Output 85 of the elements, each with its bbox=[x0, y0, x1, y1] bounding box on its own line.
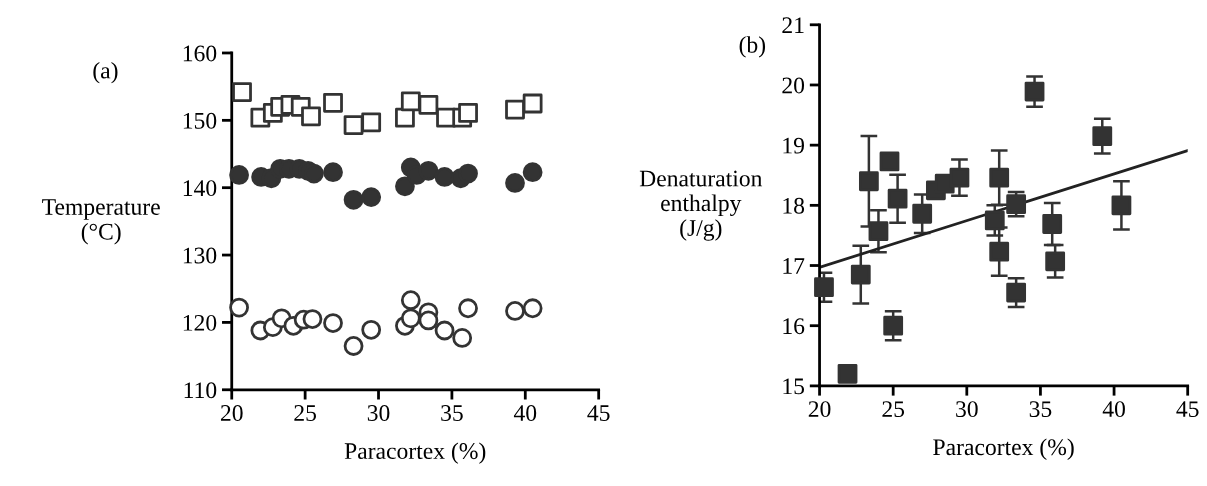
point bbox=[395, 107, 415, 128]
x-tick-label: 45 bbox=[1176, 401, 1199, 418]
x-axis-title: Paracortex (%) bbox=[933, 438, 1074, 460]
point bbox=[418, 160, 439, 181]
point bbox=[434, 320, 455, 341]
point bbox=[850, 264, 871, 285]
y-tick-label: 15 bbox=[783, 378, 805, 395]
x-tick-label: 35 bbox=[1029, 401, 1052, 418]
point bbox=[887, 188, 908, 209]
point bbox=[361, 319, 382, 340]
point bbox=[452, 328, 473, 348]
x-tick-label: 20 bbox=[808, 401, 831, 418]
point bbox=[361, 187, 382, 208]
point bbox=[301, 106, 321, 127]
y-axis-title: Temperature (°C) bbox=[42, 199, 160, 245]
x-tick-label: 45 bbox=[587, 405, 610, 421]
point bbox=[343, 336, 364, 356]
y-axis-title: Denaturation enthalpy (J/g) bbox=[639, 170, 763, 241]
point bbox=[418, 94, 439, 115]
y-tick-label: 19 bbox=[783, 137, 804, 154]
point bbox=[343, 189, 364, 210]
point bbox=[837, 363, 858, 384]
point bbox=[505, 301, 525, 321]
point bbox=[522, 162, 543, 183]
point bbox=[883, 315, 904, 336]
x-tick-label: 30 bbox=[367, 405, 390, 421]
point bbox=[1111, 195, 1132, 216]
point bbox=[418, 310, 439, 331]
x-tick-label: 30 bbox=[956, 401, 978, 418]
point bbox=[505, 99, 525, 120]
y-tick-label: 17 bbox=[783, 258, 805, 274]
point bbox=[522, 298, 543, 319]
point bbox=[912, 203, 933, 224]
point bbox=[1092, 126, 1113, 147]
x-tick-label: 40 bbox=[1102, 401, 1125, 418]
point bbox=[458, 103, 478, 123]
point bbox=[1024, 81, 1045, 102]
point bbox=[302, 309, 323, 329]
point bbox=[323, 313, 343, 333]
point bbox=[304, 163, 324, 184]
point bbox=[343, 115, 364, 135]
x-tick-label: 40 bbox=[513, 405, 537, 421]
point bbox=[458, 298, 478, 319]
y-tick-label: 18 bbox=[783, 197, 805, 214]
point bbox=[232, 82, 252, 102]
point bbox=[1042, 214, 1063, 234]
point bbox=[400, 91, 421, 112]
point bbox=[395, 176, 415, 197]
point bbox=[361, 112, 382, 133]
point bbox=[1045, 251, 1066, 272]
point bbox=[458, 163, 478, 184]
point bbox=[814, 277, 834, 298]
point bbox=[434, 167, 455, 187]
point bbox=[868, 221, 889, 242]
point bbox=[229, 165, 249, 185]
x-tick-label: 35 bbox=[441, 405, 463, 421]
x-tick-label: 20 bbox=[220, 405, 243, 421]
y-tick-label: 130 bbox=[183, 247, 217, 264]
point bbox=[400, 290, 421, 311]
chart-title: (b) bbox=[739, 36, 766, 58]
y-tick-label: 140 bbox=[183, 180, 217, 197]
y-tick-label: 21 bbox=[782, 17, 804, 33]
x-tick-label: 25 bbox=[882, 401, 905, 418]
point bbox=[858, 171, 879, 192]
y-tick-label: 16 bbox=[783, 318, 805, 335]
y-tick-label: 120 bbox=[183, 314, 217, 331]
x-axis-title: Paracortex (%) bbox=[344, 442, 486, 464]
x-tick-label: 25 bbox=[294, 405, 317, 421]
y-tick-label: 160 bbox=[183, 45, 217, 62]
point bbox=[984, 210, 1005, 231]
point bbox=[1006, 282, 1027, 303]
point bbox=[505, 173, 525, 193]
point bbox=[400, 308, 421, 329]
chart-title: (a) bbox=[93, 61, 118, 84]
point bbox=[949, 167, 970, 188]
point bbox=[879, 151, 900, 172]
y-tick-label: 150 bbox=[183, 112, 217, 129]
point bbox=[323, 92, 343, 113]
point bbox=[522, 93, 543, 114]
point bbox=[323, 162, 343, 183]
y-tick-label: 20 bbox=[782, 77, 805, 94]
y-tick-label: 110 bbox=[184, 382, 217, 399]
point bbox=[989, 167, 1010, 188]
point bbox=[989, 241, 1010, 262]
point bbox=[229, 297, 249, 318]
